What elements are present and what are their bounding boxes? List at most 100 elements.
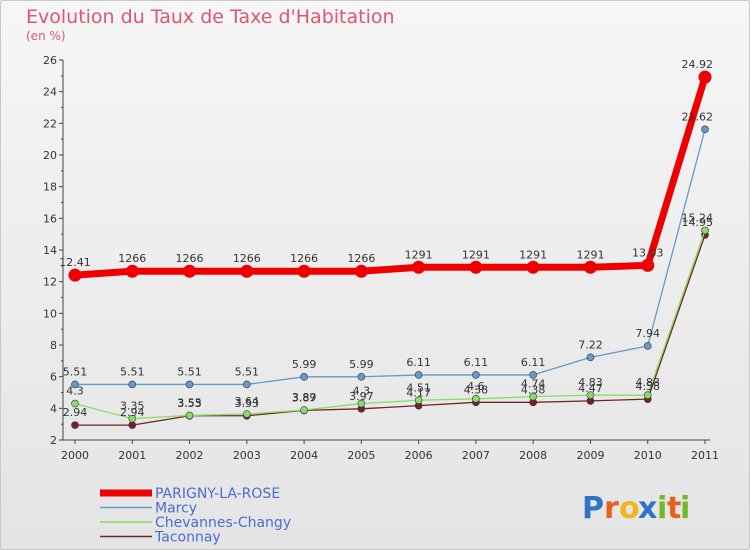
data-label: 5.51 xyxy=(63,365,88,378)
data-point xyxy=(472,395,480,403)
data-point xyxy=(243,410,251,418)
x-tick-label: 2006 xyxy=(405,449,433,462)
x-tick-label: 2009 xyxy=(576,449,604,462)
data-label: 14.95 xyxy=(682,216,714,229)
data-label: 5.51 xyxy=(177,365,202,378)
data-point xyxy=(243,380,251,389)
x-tick-label: 2001 xyxy=(118,449,146,462)
data-point xyxy=(125,264,139,278)
data-point xyxy=(414,396,423,405)
y-tick-label: 10 xyxy=(43,307,57,320)
data-point xyxy=(701,226,709,235)
logo-letter: o xyxy=(619,491,640,526)
data-point xyxy=(183,264,197,278)
x-tick-label: 2000 xyxy=(61,449,89,462)
data-point xyxy=(300,406,308,414)
y-tick-label: 20 xyxy=(43,149,57,162)
data-label: 4.17 xyxy=(406,387,431,400)
y-tick-label: 24 xyxy=(43,86,57,99)
data-label: 24.92 xyxy=(682,58,714,71)
data-point xyxy=(185,411,194,420)
data-label: 4.83 xyxy=(578,376,603,389)
y-tick-label: 26 xyxy=(43,54,57,67)
data-point xyxy=(71,380,79,389)
data-point xyxy=(357,399,366,408)
x-tick-label: 2002 xyxy=(176,449,204,462)
data-label: 6.11 xyxy=(406,356,431,369)
data-point xyxy=(472,371,480,379)
legend: PARIGNY-LA-ROSEMarcyChevannes-ChangyTaco… xyxy=(100,486,291,546)
series-line xyxy=(74,230,706,420)
data-point xyxy=(297,264,311,278)
x-tick-label: 2003 xyxy=(233,449,261,462)
data-label: 6.11 xyxy=(464,356,489,369)
logo-letter: r xyxy=(604,491,619,526)
data-label: 3.97 xyxy=(349,390,374,403)
x-tick-label: 2008 xyxy=(519,449,547,462)
data-label: 5.51 xyxy=(235,365,260,378)
series-marcy xyxy=(71,125,709,389)
data-point xyxy=(529,392,537,401)
data-label: 4.3 xyxy=(66,385,84,398)
data-label: 3.53 xyxy=(235,397,260,410)
data-label: 3.35 xyxy=(120,400,145,413)
legend-label: PARIGNY-LA-ROSE xyxy=(155,486,280,502)
y-tick-label: 14 xyxy=(43,244,57,257)
y-tick-label: 18 xyxy=(43,181,57,194)
data-label: 4.58 xyxy=(635,380,660,393)
data-label: 1291 xyxy=(405,248,433,261)
data-point xyxy=(357,373,366,381)
data-label: 1291 xyxy=(462,248,490,261)
data-point xyxy=(586,391,595,399)
y-tick-label: 2 xyxy=(50,434,57,447)
data-label: 2.94 xyxy=(120,406,145,419)
data-label: 12.41 xyxy=(59,256,91,269)
x-tick-label: 2007 xyxy=(462,449,490,462)
data-label: 4.38 xyxy=(521,383,546,396)
data-label: 1291 xyxy=(519,248,547,261)
data-label: 3.87 xyxy=(292,391,317,404)
chart-title: Evolution du Taux de Taxe d'Habitation xyxy=(26,6,395,28)
data-point xyxy=(128,421,137,429)
data-label: 1266 xyxy=(290,252,318,265)
data-point xyxy=(586,353,595,362)
data-point xyxy=(185,380,194,389)
y-tick-label: 12 xyxy=(43,276,57,289)
chart-subtitle: (en %) xyxy=(26,29,66,43)
series-chevannes-changy xyxy=(71,226,709,423)
series-line xyxy=(75,129,706,386)
data-label: 7.94 xyxy=(635,327,660,340)
data-label: 1266 xyxy=(233,252,261,265)
data-label: 4.51 xyxy=(406,381,431,394)
series-line xyxy=(75,234,706,426)
data-point xyxy=(469,260,483,274)
logo-letter: i xyxy=(680,491,690,526)
x-tick-label: 2005 xyxy=(347,449,375,462)
data-point xyxy=(643,391,652,399)
y-tick-label: 4 xyxy=(50,402,57,415)
data-label: 15.24 xyxy=(682,211,714,224)
data-label: 4.47 xyxy=(578,382,603,395)
data-label: 1266 xyxy=(347,252,375,265)
data-point xyxy=(71,399,79,408)
data-label: 3.55 xyxy=(177,396,202,409)
logo-letter: P xyxy=(582,491,604,526)
y-tick-label: 8 xyxy=(50,339,57,352)
data-point xyxy=(240,264,254,278)
data-label: 1266 xyxy=(176,252,204,265)
data-point xyxy=(643,342,652,350)
y-tick-label: 16 xyxy=(43,212,57,225)
y-tick-label: 6 xyxy=(50,371,57,384)
data-point xyxy=(300,373,308,381)
data-label: 1291 xyxy=(576,248,604,261)
data-point xyxy=(701,125,709,134)
data-label: 7.22 xyxy=(578,338,603,351)
data-point xyxy=(354,264,368,278)
data-label: 21.62 xyxy=(682,110,714,123)
data-label: 5.51 xyxy=(120,365,145,378)
series-taconnay xyxy=(71,231,709,429)
data-label: 5.99 xyxy=(349,358,374,371)
x-tick-label: 2011 xyxy=(691,449,719,462)
